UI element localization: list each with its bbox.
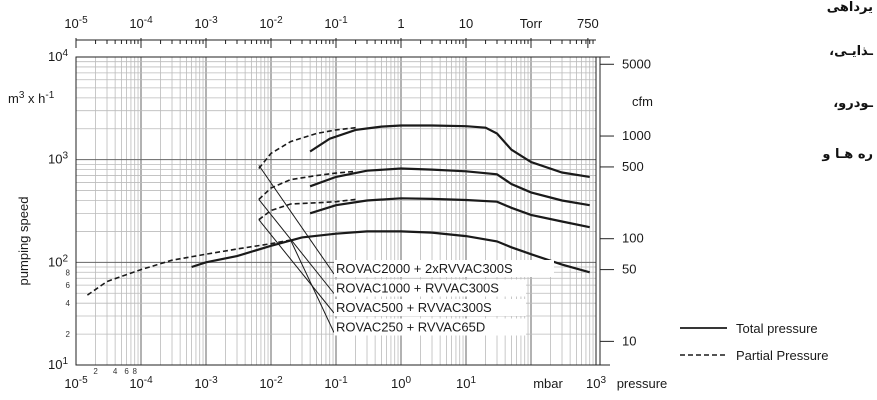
series-leader-line	[258, 165, 335, 275]
series-total-line	[309, 124, 590, 178]
x-tick-label: 103	[586, 375, 606, 391]
x-tick-label: 10-3	[194, 375, 218, 391]
series-partial-line	[258, 198, 356, 221]
series-leader-line	[258, 199, 335, 294]
y-axis-unit: m3 x h-1	[8, 90, 55, 106]
series-partial-line	[258, 170, 356, 200]
series-label-bg	[334, 260, 554, 277]
x-minor-tick-label: 8	[132, 367, 137, 376]
series-total-line	[309, 167, 590, 207]
x-tick-label: 100	[391, 375, 411, 391]
series-label-bg	[334, 318, 526, 336]
series-label: ROVAC500 + RVVAC300S	[336, 300, 492, 315]
series-total-line	[191, 230, 590, 274]
y-tick-label: 103	[48, 151, 68, 167]
series-label-bg	[334, 299, 526, 316]
x-tick-label: 101	[456, 375, 476, 391]
y-minor-tick-label: 2	[66, 330, 71, 339]
series-label: ROVAC250 + RVVAC65D	[336, 320, 485, 335]
series-total-line	[309, 197, 590, 229]
cfm-tick-label: 50	[622, 262, 636, 277]
torr-tick-label: 10-1	[324, 15, 348, 31]
legend-label: Total pressure	[736, 321, 818, 336]
series-label-bg	[334, 279, 526, 297]
torr-tick-label: 10-5	[64, 15, 88, 31]
cfm-axis-unit: cfm	[632, 94, 653, 109]
torr-tick-label: 10-2	[259, 15, 283, 31]
cfm-tick-label: 5000	[622, 56, 651, 71]
plot-frame	[75, 56, 597, 366]
cfm-tick-label: 1000	[622, 128, 651, 143]
x-axis-unit-mbar: mbar	[533, 376, 563, 391]
y-minor-tick-label: 6	[66, 281, 71, 290]
y-tick-label: 101	[48, 356, 68, 372]
series-partial-line	[86, 239, 291, 296]
series-partial-line	[258, 126, 356, 170]
cfm-tick-label: 500	[622, 159, 644, 174]
torr-tick-label: 10-3	[194, 15, 218, 31]
series-label: ROVAC2000 + 2xRVVAC300S	[336, 261, 513, 276]
x-minor-tick-label: 2	[93, 367, 98, 376]
x-minor-tick-label: 4	[113, 367, 118, 376]
y-axis-label: pumping speed	[16, 197, 31, 286]
torr-tick-label: 1	[397, 16, 404, 31]
y-minor-tick-label: 4	[66, 299, 71, 308]
persian-text-line-4: ره هـا و	[822, 147, 873, 162]
torr-tick-label: 750	[577, 16, 599, 31]
x-tick-label: 10-4	[129, 375, 153, 391]
y-minor-tick-label: 8	[66, 268, 71, 277]
legend-label: Partial Pressure	[736, 348, 828, 363]
series-leader-line	[290, 239, 335, 333]
x-tick-label: 10-2	[259, 375, 283, 391]
series-leader-line	[258, 219, 335, 314]
torr-tick-label: 10	[459, 16, 473, 31]
cfm-tick-label: 100	[622, 231, 644, 246]
persian-text-line-3: ـودرو،	[833, 96, 873, 111]
torr-tick-label: 10-4	[129, 15, 153, 31]
x-tick-label: 10-1	[324, 375, 348, 391]
x-axis-label-pressure: pressure	[617, 376, 668, 391]
x-tick-label: 10-5	[64, 375, 88, 391]
persian-text-line-1: یرداهی	[826, 0, 873, 15]
cfm-tick-label: 10	[622, 333, 636, 348]
series-label: ROVAC1000 + RVVAC300S	[336, 281, 499, 296]
persian-text-line-2: ـذایـی،	[829, 44, 873, 59]
y-tick-label: 102	[48, 253, 68, 269]
y-tick-label: 104	[48, 48, 68, 64]
torr-tick-label: Torr	[520, 16, 543, 31]
x-minor-tick-label: 6	[124, 367, 129, 376]
